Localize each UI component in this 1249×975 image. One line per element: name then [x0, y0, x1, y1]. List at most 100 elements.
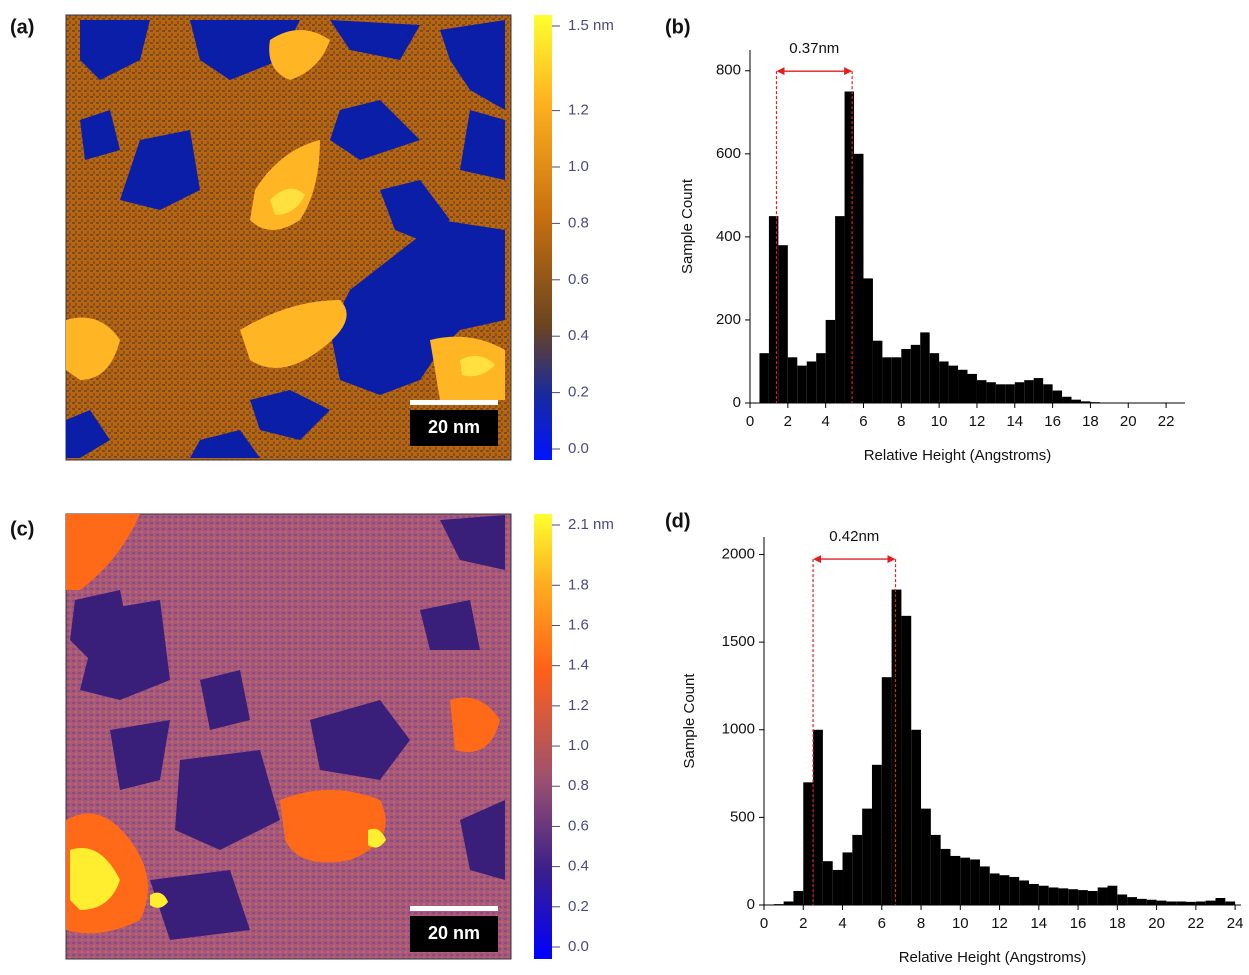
- histogram-bar: [1062, 396, 1072, 403]
- histogram-bar: [1071, 399, 1081, 403]
- histogram-bar: [1146, 899, 1157, 905]
- histogram-bar: [803, 782, 814, 905]
- x-tick-label: 18: [1082, 413, 1099, 430]
- histogram-bar: [1029, 883, 1039, 905]
- histogram-bar: [999, 875, 1010, 905]
- histogram-bar: [950, 855, 961, 905]
- histogram-bar: [778, 245, 788, 403]
- colorbar-tick-label: 1.2: [568, 102, 589, 119]
- histogram-bar: [1019, 880, 1029, 905]
- histogram-bar: [1033, 378, 1044, 403]
- histogram-bar: [825, 319, 836, 403]
- x-tick-label: 6: [859, 413, 867, 430]
- x-tick-label: 20: [1148, 915, 1165, 932]
- histogram-bar: [863, 278, 873, 403]
- x-tick-label: 12: [969, 413, 986, 430]
- scale-bar-label: 20 nm: [428, 923, 480, 943]
- histogram-bar: [891, 589, 902, 905]
- panel-label: (d): [665, 510, 691, 532]
- histogram-bar: [910, 344, 921, 403]
- colorbar-tick-label: 0.8: [568, 214, 589, 231]
- x-tick-label: 16: [1044, 413, 1061, 430]
- x-tick-label: 22: [1188, 915, 1205, 932]
- panel-label: (a): [10, 16, 34, 38]
- colorbar-tick-label: 1.4: [568, 657, 589, 674]
- histogram-bar: [881, 677, 892, 905]
- histogram-bar: [967, 373, 977, 403]
- histogram-bar: [1156, 900, 1167, 905]
- histogram-bar: [872, 340, 883, 403]
- colorbar-tick-label: 1.5 nm: [568, 17, 614, 34]
- arrow-head: [776, 67, 853, 76]
- y-tick-label: 2000: [722, 545, 755, 562]
- histogram-bar: [816, 353, 826, 403]
- histogram-bar: [854, 153, 864, 403]
- colorbar-tick-label: 1.0: [568, 737, 589, 754]
- x-tick-label: 8: [897, 413, 905, 430]
- histogram-bar: [797, 365, 807, 403]
- colorbar-tick-label: 0.2: [568, 384, 589, 401]
- histogram-bar: [806, 361, 817, 403]
- x-tick-label: 0: [760, 915, 768, 932]
- histogram-bar: [986, 382, 996, 403]
- histogram-bar: [813, 729, 823, 905]
- x-tick-label: 2: [784, 413, 792, 430]
- histogram-bar: [1038, 885, 1049, 905]
- histogram-bar: [787, 357, 798, 403]
- histogram-bar: [921, 808, 931, 905]
- afm-image: [65, 513, 512, 960]
- histogram-bar: [844, 91, 855, 403]
- colorbar-tick-label: 2.1 nm: [568, 516, 614, 533]
- histogram-bar: [1087, 890, 1098, 905]
- x-tick-label: 0: [746, 413, 754, 430]
- histogram-bar: [832, 869, 843, 905]
- colorbar: [534, 15, 552, 460]
- x-tick-label: 12: [991, 915, 1008, 932]
- histogram-bar: [862, 808, 872, 905]
- y-tick-label: 400: [716, 228, 741, 245]
- colorbar-tick-label: 0.2: [568, 898, 589, 915]
- colorbar-tick-label: 1.2: [568, 697, 589, 714]
- x-tick-label: 2: [799, 915, 807, 932]
- colorbar-tick-label: 0.0: [568, 938, 589, 955]
- x-axis-label: Relative Height (Angstroms): [899, 949, 1087, 966]
- x-tick-label: 6: [878, 915, 886, 932]
- histogram-bar: [1107, 885, 1118, 905]
- histogram-bar: [1205, 900, 1216, 905]
- y-tick-label: 1500: [722, 633, 755, 650]
- x-tick-label: 22: [1158, 413, 1175, 430]
- histogram-bar: [1225, 901, 1236, 905]
- x-tick-label: 10: [952, 915, 969, 932]
- histogram-bar: [852, 834, 863, 905]
- histogram-bar: [1052, 390, 1063, 403]
- histogram-bar: [1005, 384, 1015, 403]
- histogram-bar: [1186, 901, 1196, 905]
- colorbar-tick-label: 0.6: [568, 817, 589, 834]
- histogram-bar: [891, 357, 902, 403]
- histogram-bar: [871, 764, 882, 905]
- y-tick-label: 600: [716, 145, 741, 162]
- histogram-bar: [970, 859, 980, 905]
- histogram-bar: [1127, 897, 1137, 905]
- histogram-bar: [1048, 887, 1059, 905]
- histogram-bar: [1176, 901, 1187, 905]
- x-tick-label: 8: [917, 915, 925, 932]
- histogram-bar: [842, 852, 853, 905]
- colorbar-tick-label: 0.0: [568, 440, 589, 457]
- histogram-bar: [1009, 876, 1020, 905]
- y-tick-label: 0: [747, 896, 755, 913]
- histogram-bar: [882, 357, 892, 403]
- x-tick-label: 20: [1120, 413, 1137, 430]
- histogram-bar: [948, 365, 959, 403]
- x-tick-label: 14: [1030, 915, 1047, 932]
- annotation: 0.37nm: [789, 40, 839, 57]
- colorbar-tick-label: 0.4: [568, 327, 589, 344]
- histogram-bar: [930, 834, 941, 905]
- y-tick-label: 1000: [722, 721, 755, 738]
- histogram-bar: [793, 890, 804, 905]
- histogram-bar: [929, 353, 940, 403]
- colorbar-tick-label: 1.0: [568, 158, 589, 175]
- x-tick-label: 4: [838, 915, 846, 932]
- panel-label: (b): [665, 16, 691, 38]
